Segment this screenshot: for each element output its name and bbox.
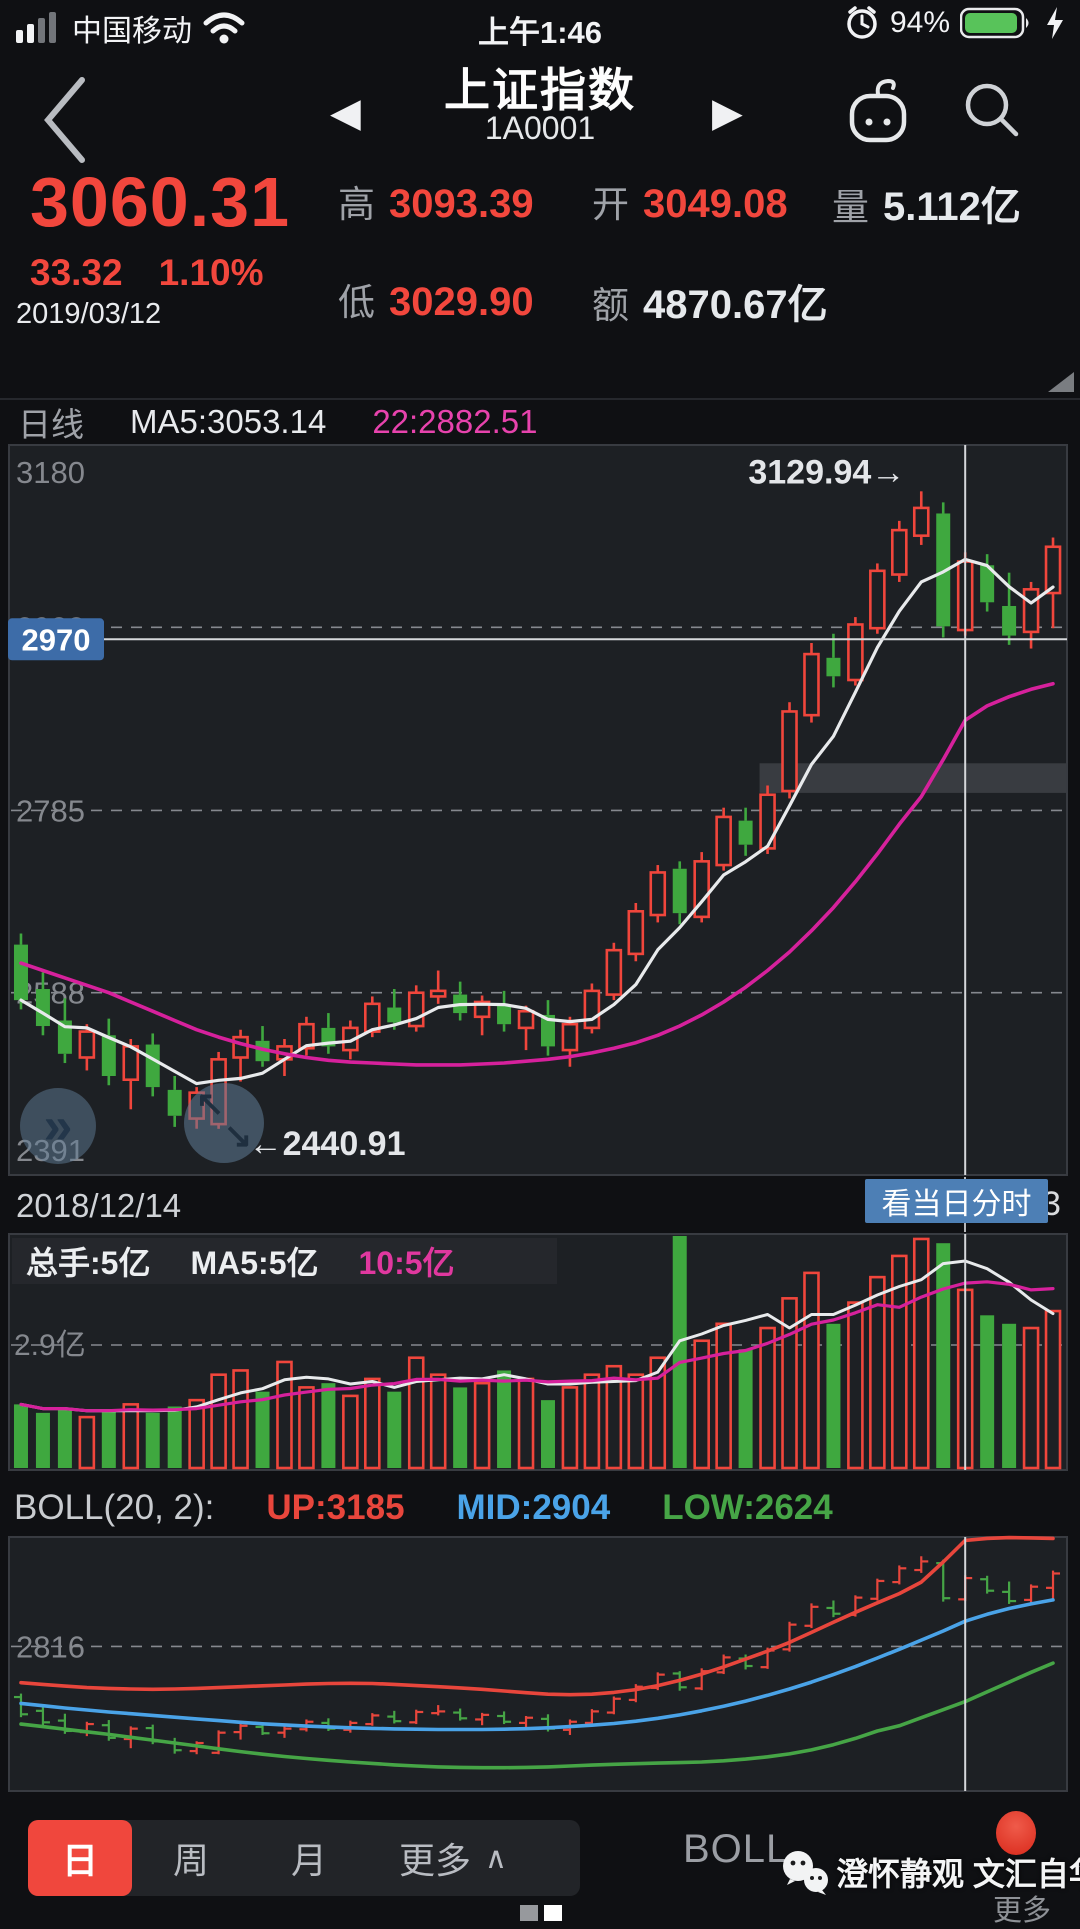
watermark-text: 澄怀静观 文汇自华	[836, 1856, 1080, 1892]
crosshair: 2970	[8, 445, 1067, 1175]
period-tab-strip: 日 周 月 更多 ∧	[28, 1820, 580, 1896]
open-value: 3049.08	[643, 182, 788, 226]
watermark: 澄怀静观 文汇自华	[780, 1848, 1080, 1896]
ma22-value: 22:2882.51	[372, 402, 538, 440]
tab-week[interactable]: 周	[172, 1840, 209, 1881]
price-annotation: ←2440.91	[249, 1125, 406, 1163]
assistant-robot-button[interactable]	[840, 72, 916, 153]
stock-code: 1A0001	[484, 110, 596, 146]
main-candlestick-chart[interactable]: 31802983278525882391»↖↘3129.94→←2440.912…	[0, 443, 1080, 1177]
notification-red-dot	[996, 1811, 1036, 1855]
nav-bar: ◀ 上证指数 1A0001 ▶	[0, 48, 1080, 163]
back-button[interactable]	[34, 70, 94, 175]
indicator-selector[interactable]: BOLL	[683, 1827, 790, 1871]
range-start-date: 2018/12/14	[16, 1187, 182, 1224]
back-chevron-icon	[44, 77, 85, 163]
high-field: 高 3093.39	[338, 174, 534, 228]
boll-header[interactable]: BOLL(20, 2): UP:3185 MID:2904 LOW:2624	[0, 1483, 1080, 1533]
square-icon	[544, 1905, 562, 1921]
low-field: 低 3029.90	[338, 272, 534, 326]
search-icon	[965, 83, 1019, 137]
ma5-value: MA5:3053.14	[130, 402, 327, 440]
tab-more-label: 更多	[399, 1840, 472, 1881]
quote-date: 2019/03/12	[16, 298, 162, 330]
robot-icon	[849, 78, 907, 143]
annotations: 3129.94→ ←2440.91	[249, 453, 906, 1163]
alarm-icon	[847, 6, 877, 39]
status-bar: 中国移动 上午1:46 94%	[0, 0, 1080, 50]
clock-time: 上午1:46	[477, 15, 603, 50]
volume-ma10-line	[19, 1280, 1055, 1413]
change-percent: 1.10%	[158, 252, 264, 293]
y-axis-label: 2785	[16, 793, 85, 828]
boll-chart[interactable]: 2816	[0, 1535, 1080, 1793]
change-value: 33.32	[30, 252, 123, 293]
boll-name: BOLL(20, 2):	[14, 1488, 215, 1527]
battery-percent: 94%	[889, 6, 950, 39]
volume-ma5-value: MA5:5亿	[190, 1245, 319, 1281]
zoom-scale-button[interactable]: ↖↘	[184, 1083, 264, 1163]
volume-header: 总手:5亿 MA5:5亿 10:5亿	[12, 1238, 557, 1284]
boll-axis-label: 2816	[16, 1629, 85, 1664]
arrow-up-left-icon: ↖	[196, 1085, 225, 1123]
volume-total-value: 总手:5亿	[26, 1245, 151, 1281]
boll-up-value: UP:3185	[266, 1488, 405, 1527]
tab-month[interactable]: 月	[290, 1840, 327, 1881]
square-icon	[520, 1905, 538, 1921]
ma5-line	[19, 557, 1055, 1086]
quote-panel[interactable]: 3060.31 33.32 1.10% 2019/03/12 高 3093.39…	[0, 160, 1080, 392]
last-price: 3060.31	[30, 163, 291, 241]
prev-stock-button[interactable]: ◀	[330, 91, 361, 135]
y-axis-label: 3180	[16, 455, 85, 490]
amount-field: 额 4870.67亿	[592, 272, 828, 330]
open-label: 开	[592, 184, 629, 225]
battery-icon	[960, 7, 1029, 39]
boll-upper-band	[19, 1535, 1055, 1697]
tab-more[interactable]: 更多 ∧	[368, 1832, 538, 1884]
boll-low-value: LOW:2624	[662, 1488, 833, 1527]
cell-signal-icon	[16, 12, 56, 43]
amount-value: 4870.67亿	[643, 283, 828, 327]
indicator-header[interactable]: 日线 MA5:3053.14 22:2882.51	[0, 398, 1080, 443]
bottom-tab-bar: 日 周 月 更多 ∧ BOLL 更多 澄怀静观 文汇自华	[0, 1793, 1080, 1927]
wifi-icon	[203, 12, 245, 44]
charging-bolt-icon	[1047, 7, 1063, 39]
arrow-down-right-icon: ↘	[224, 1117, 253, 1155]
date-row: 2018/12/14 3 看当日分时	[0, 1177, 1080, 1232]
double-chevron-icon: »	[44, 1097, 73, 1155]
period-label: 日线	[18, 405, 84, 443]
volume-field: 量 5.112亿	[832, 174, 1021, 232]
search-button[interactable]	[956, 74, 1028, 151]
page-indicator-squares	[520, 1905, 562, 1921]
chevron-up-icon: ∧	[485, 1841, 507, 1875]
crosshair-price-badge	[8, 618, 104, 661]
volume-axis-label: 2.9亿	[14, 1329, 86, 1362]
price-change: 33.32 1.10%	[30, 252, 264, 294]
high-label: 高	[338, 184, 375, 225]
wechat-icon	[783, 1851, 828, 1895]
boll-middle-band	[19, 1598, 1055, 1732]
svg-text:2970: 2970	[22, 622, 91, 657]
open-field: 开 3049.08	[592, 174, 788, 228]
amount-label: 额	[592, 285, 629, 326]
expand-corner-icon[interactable]	[1048, 372, 1074, 392]
boll-lower-band	[19, 1661, 1055, 1770]
view-intraday-button[interactable]: 看当日分时	[865, 1179, 1048, 1223]
carrier-label: 中国移动	[72, 15, 192, 48]
volume-ma10-value: 10:5亿	[358, 1245, 455, 1281]
price-annotation: 3129.94→	[748, 453, 905, 491]
boll-gridline: 2816	[11, 1629, 1066, 1664]
volume-gridline: 2.9亿	[11, 1329, 1066, 1362]
high-value: 3093.39	[389, 182, 534, 226]
low-value: 3029.90	[389, 280, 534, 324]
fast-rewind-button[interactable]: »	[20, 1088, 96, 1164]
boll-mid-value: MID:2904	[456, 1488, 611, 1527]
page-title: 上证指数	[444, 64, 636, 116]
ma22-line	[19, 681, 1055, 1067]
tab-day[interactable]: 日	[28, 1820, 132, 1896]
next-stock-button[interactable]: ▶	[712, 91, 743, 135]
low-label: 低	[338, 282, 375, 323]
volume-label: 量	[832, 187, 869, 228]
volume-value: 5.112亿	[883, 185, 1021, 229]
